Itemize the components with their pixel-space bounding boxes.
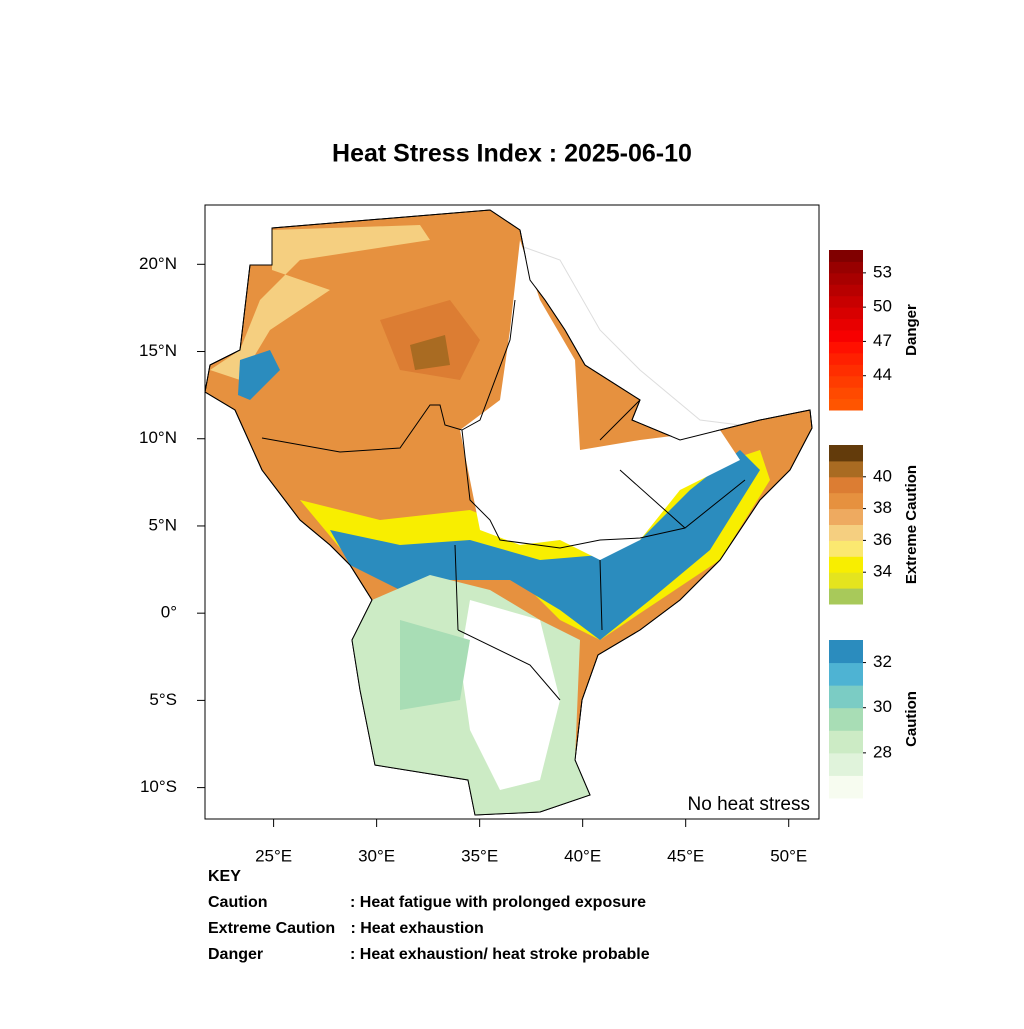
- colorbar-segment: [829, 540, 863, 557]
- colorbar-segment: [829, 476, 863, 494]
- colorbar-segment: [829, 445, 863, 462]
- x-tick-label: 45°E: [667, 846, 704, 865]
- colorbar-segment: [829, 272, 863, 285]
- colorbar-segment: [829, 640, 863, 664]
- y-tick-label: 10°N: [139, 428, 177, 447]
- key-text: : Heat exhaustion/ heat stroke probable: [350, 946, 650, 963]
- colorbar-segment: [829, 492, 863, 510]
- colorbar-tick-label: 44: [873, 365, 892, 384]
- x-tick-label: 50°E: [770, 846, 807, 865]
- map-frame: [204, 204, 820, 820]
- key: KEY Caution : Heat fatigue with prolonge…: [208, 868, 650, 963]
- y-tick-label: 0°: [161, 603, 177, 622]
- colorbar-title: Caution: [903, 691, 920, 747]
- key-text: : Heat fatigue with prolonged exposure: [350, 894, 646, 911]
- colorbar-segment: [829, 352, 863, 365]
- y-tick-label: 20°N: [139, 254, 177, 273]
- colorbar-tick-label: 47: [873, 331, 892, 350]
- y-tick-label: 5°S: [149, 690, 177, 709]
- colorbar-segment: [829, 572, 863, 589]
- zone-blue: [330, 450, 760, 640]
- colorbar-segment: [829, 375, 863, 388]
- colorbar-segment: [829, 685, 863, 709]
- borders: [261, 299, 746, 701]
- colorbar-tick-label: 34: [873, 562, 892, 581]
- colorbar-segment: [829, 524, 863, 541]
- zone-light: [210, 225, 430, 380]
- x-tick-label: 40°E: [564, 846, 601, 865]
- colorbar-segment: [829, 261, 863, 274]
- key-text: : Heat exhaustion: [346, 920, 484, 937]
- colorbar-segment: [829, 508, 863, 525]
- colorbar-tick-label: 50: [873, 297, 892, 316]
- x-tick-label: 30°E: [358, 846, 395, 865]
- colorbar-segment: [829, 730, 863, 754]
- colorbar-segment: [829, 556, 863, 573]
- colorbar-segment: [829, 398, 863, 411]
- colorbar-segment: [829, 318, 863, 331]
- zone-none-south: [460, 600, 560, 790]
- colorbar-title: Extreme Caution: [903, 465, 920, 584]
- colorbar-tick-label: 28: [873, 742, 892, 761]
- y-tick-label: 5°N: [148, 515, 177, 534]
- x-tick-label: 35°E: [461, 846, 498, 865]
- colorbar-tick-label: 30: [873, 697, 892, 716]
- x-tick-label: 25°E: [255, 846, 292, 865]
- colorbar-segment: [829, 707, 863, 731]
- y-tick-label: 10°S: [140, 777, 177, 796]
- colorbar-segment: [829, 341, 863, 354]
- colorbar-tick-label: 32: [873, 652, 892, 671]
- colorbar-tick-label: 36: [873, 530, 892, 549]
- zone-caution: [238, 350, 280, 400]
- colorbar-segment: [829, 250, 863, 262]
- colorbar-segment: [829, 460, 863, 478]
- colorbar-segment: [829, 284, 863, 297]
- key-term: Danger: [208, 946, 263, 963]
- zone-none: [460, 240, 740, 560]
- colorbar-segment: [829, 330, 863, 342]
- colorbar-segment: [829, 364, 863, 377]
- colorbar-segment: [829, 295, 863, 308]
- colorbar-tick-label: 40: [873, 466, 892, 485]
- colorbar-title: Danger: [903, 304, 920, 356]
- colorbar-segment: [829, 775, 863, 799]
- colorbar-tick-label: 53: [873, 262, 892, 281]
- zone-green-dark: [400, 620, 470, 710]
- zone-hotter: [410, 335, 450, 370]
- colorbar-tick-label: 38: [873, 498, 892, 517]
- key-heading: KEY: [208, 868, 241, 885]
- title: Heat Stress Index : 2025-06-10: [332, 140, 692, 168]
- y-tick-label: 15°N: [139, 341, 177, 360]
- colorbar-segment: [829, 588, 863, 605]
- colorbar-segment: [829, 662, 863, 686]
- colorbar-segment: [829, 752, 863, 776]
- key-term: Extreme Caution: [208, 920, 335, 937]
- coastline: [204, 209, 813, 816]
- colorbar-segment: [829, 387, 863, 400]
- map: No heat stress: [204, 204, 820, 820]
- key-term: Caution: [208, 894, 268, 911]
- colorbar-segment: [829, 307, 863, 320]
- no-heat-note: No heat stress: [688, 794, 811, 815]
